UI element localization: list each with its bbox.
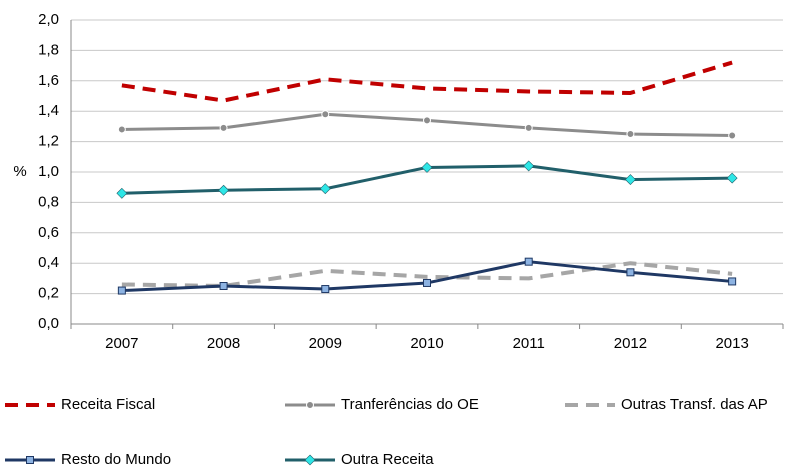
point-marker (218, 184, 229, 196)
y-tick-label: 0,6 (38, 224, 59, 241)
y-tick-label: 1,4 (38, 102, 59, 119)
point-marker (728, 131, 737, 140)
point-marker (523, 160, 535, 172)
point-marker (423, 278, 431, 287)
point-marker (524, 257, 533, 266)
x-tick-label: 2010 (410, 335, 443, 352)
point-marker (626, 268, 635, 277)
point-marker (626, 130, 635, 138)
y-tick-label: 0,4 (38, 254, 59, 271)
y-tick-label: 2,0 (38, 11, 59, 28)
x-tick-label: 2011 (513, 335, 545, 352)
point-marker (117, 125, 126, 134)
point-marker (524, 123, 533, 132)
point-marker (319, 183, 331, 195)
point-marker (321, 110, 330, 119)
point-marker (726, 172, 738, 184)
point-marker (321, 285, 330, 294)
legend-marker (304, 454, 316, 466)
legend-marker (26, 456, 34, 464)
y-tick-label: 1,8 (38, 41, 59, 58)
point-marker (625, 174, 636, 186)
y-tick-label: 0,8 (38, 193, 59, 210)
x-tick-label: 2007 (105, 335, 138, 352)
legend-label: Outra Receita (341, 451, 434, 468)
x-tick-label: 2008 (207, 335, 240, 352)
point-marker (728, 277, 737, 286)
y-tick-label: 1,2 (38, 133, 59, 150)
y-axis-label: % (13, 163, 26, 180)
x-tick-label: 2012 (614, 335, 647, 352)
point-marker (117, 286, 126, 295)
point-marker (423, 116, 431, 125)
y-tick-label: 0,0 (38, 315, 59, 332)
point-marker (219, 282, 228, 290)
point-marker (219, 123, 228, 132)
y-tick-label: 1,0 (38, 163, 59, 180)
series-line (121, 261, 733, 288)
point-marker (421, 162, 433, 173)
legend-label: Resto do Mundo (61, 451, 171, 468)
point-marker (116, 187, 128, 199)
x-tick-label: 2009 (309, 335, 342, 352)
legend-label: Outras Transf. das AP (621, 396, 768, 413)
y-tick-label: 1,6 (38, 72, 59, 89)
legend-label: Tranferências do OE (341, 396, 479, 413)
y-tick-label: 0,2 (38, 285, 59, 302)
legend-label: Receita Fiscal (61, 396, 155, 413)
x-tick-label: 2013 (715, 335, 748, 352)
series-line (121, 60, 733, 103)
legend-marker (306, 401, 314, 409)
